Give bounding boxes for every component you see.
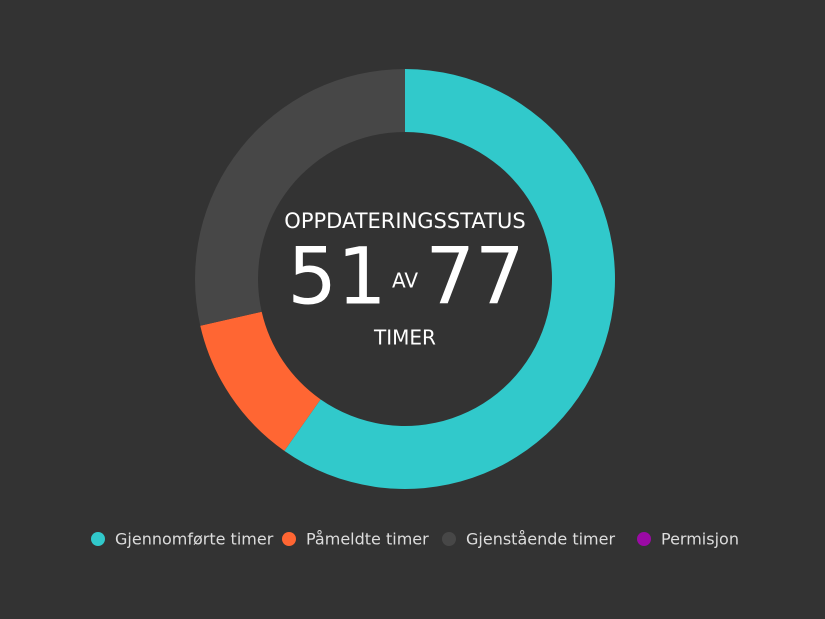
donut-segment	[284, 69, 615, 489]
legend-label: Gjenstående timer	[466, 530, 615, 549]
legend-label: Permisjon	[661, 530, 739, 549]
total-count: 77	[425, 232, 524, 322]
center-title: OPPDATERINGSSTATUS	[284, 209, 525, 233]
legend-swatch	[637, 532, 651, 546]
separator: AV	[392, 269, 418, 293]
legend-label: Gjennomførte timer	[115, 530, 274, 549]
donut-segment	[200, 311, 321, 451]
donut	[195, 69, 615, 489]
legend-label: Påmeldte timer	[306, 530, 429, 549]
legend-swatch	[442, 532, 456, 546]
donut-segment	[195, 69, 405, 326]
legend: Gjennomførte timer Påmeldte timer Gjenståe…	[91, 530, 739, 549]
legend-swatch	[282, 532, 296, 546]
completed-count: 51	[287, 232, 386, 322]
legend-swatch	[91, 532, 105, 546]
unit: TIMER	[373, 326, 436, 350]
